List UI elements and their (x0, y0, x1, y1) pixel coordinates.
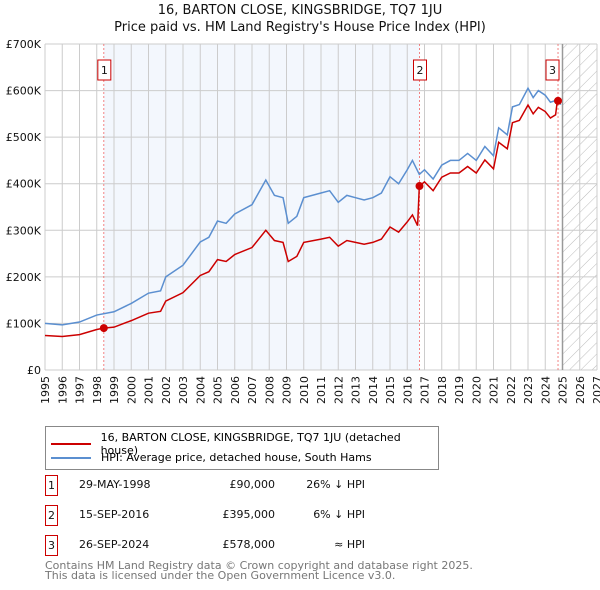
x-tick-label: 2001 (143, 376, 156, 404)
sale-date: 15-SEP-2016 (79, 508, 150, 521)
sale-marker-box (412, 59, 427, 81)
chart-subtitle: Price paid vs. HM Land Registry's House … (114, 20, 486, 35)
x-tick-label: 2024 (539, 376, 552, 404)
sale-row-3: 3 26-SEP-2024 £578,000 ≈ HPI (45, 535, 405, 556)
sale-price: £578,000 (222, 538, 276, 551)
x-tick-label: 2000 (125, 376, 138, 404)
sale-vs-hpi: 26% ↓ HPI (306, 478, 365, 491)
hpi-line (44, 86, 562, 326)
legend-label-hpi: HPI: Average price, detached house, Sout… (101, 451, 372, 464)
footer-licence: This data is licensed under the Open Gov… (45, 569, 396, 582)
y-tick-label: £100K (6, 317, 42, 330)
sale-point (415, 182, 424, 191)
x-tick-label: 2005 (212, 376, 225, 404)
x-tick-label: 2026 (574, 376, 587, 404)
sale-row-1: 1 29-MAY-1998 £90,000 26% ↓ HPI (45, 475, 405, 496)
sale-date: 29-MAY-1998 (79, 478, 151, 491)
ownership-shading (103, 44, 420, 370)
plot-area: 1995 1996 1997 1998 1999 2000 2001 2002 2003 2004… (6, 38, 600, 404)
sale-row-2: 2 15-SEP-2016 £395,000 6% ↓ HPI (45, 505, 405, 526)
sale-price: £90,000 (229, 478, 276, 491)
x-tick-label: 2021 (488, 376, 501, 404)
x-tick-label: 2009 (281, 376, 294, 404)
x-tick-label: 2012 (332, 376, 345, 404)
sale-price: £395,000 (222, 508, 276, 521)
legend-swatch-hpi (51, 456, 91, 459)
x-tick-label: 2015 (384, 376, 397, 404)
y-tick-label: £500K (6, 131, 42, 144)
legend: 16, BARTON CLOSE, KINGSBRIDGE, TQ7 1JU (… (45, 426, 439, 470)
x-tick-label: 1997 (74, 376, 87, 404)
sale-marker-label: 3 (549, 64, 556, 77)
x-tick-label: 2022 (505, 376, 518, 404)
footer: Contains HM Land Registry data © Crown c… (45, 559, 473, 582)
x-tick-label: 2018 (436, 376, 449, 404)
x-tick-label: 2010 (298, 376, 311, 404)
x-tick-label: 2003 (177, 376, 190, 404)
legend-swatch-property (51, 443, 91, 445)
y-tick-label: £300K (6, 224, 42, 237)
x-tick-label: 2019 (453, 376, 466, 404)
x-tick-label: 2006 (229, 376, 242, 404)
x-tick-label: 1999 (108, 376, 121, 404)
x-tick-label: 2014 (367, 376, 380, 404)
sale-badge: 3 (45, 535, 58, 556)
x-tick-label: 2020 (470, 376, 483, 404)
sale-badge: 2 (45, 505, 58, 526)
chart-title: 16, BARTON CLOSE, KINGSBRIDGE, TQ7 1JU (157, 3, 443, 18)
x-tick-label: 2027 (591, 376, 600, 404)
x-tick-label: 1998 (91, 376, 104, 404)
sale-badge: 1 (45, 475, 58, 496)
sale-marker-box (545, 59, 560, 81)
y-tick-label: £200K (6, 271, 42, 284)
x-tick-label: 2013 (350, 376, 363, 404)
footer-copyright: Contains HM Land Registry data © Crown c… (45, 559, 473, 572)
legend-label-property: 16, BARTON CLOSE, KINGSBRIDGE, TQ7 1JU (… (100, 431, 401, 457)
x-tick-label: 2011 (315, 376, 328, 404)
x-tick-label: 2004 (194, 376, 207, 404)
y-tick-label: £400K (6, 178, 42, 191)
sale-point (99, 324, 108, 333)
x-tick-label: 2008 (263, 376, 276, 404)
y-tick-label: £700K (6, 38, 42, 51)
sale-vs-hpi: 6% ↓ HPI (313, 508, 365, 521)
sale-point (554, 96, 563, 105)
y-tick-label: £0 (27, 364, 41, 377)
x-tick-label: 2007 (246, 376, 259, 404)
x-tick-label: 1995 (39, 376, 52, 404)
sale-vs-hpi: ≈ HPI (334, 538, 365, 551)
sale-date: 26-SEP-2024 (79, 538, 150, 551)
x-tick-label: 1996 (56, 376, 69, 404)
x-tick-label: 2017 (419, 376, 432, 404)
x-tick-label: 2002 (160, 376, 173, 404)
x-tick-label: 2023 (522, 376, 535, 404)
property-price-line (44, 100, 559, 338)
y-tick-label: £600K (6, 85, 42, 98)
x-tick-label: 2016 (401, 376, 414, 404)
sale-marker-box (97, 59, 112, 81)
x-tick-label: 2025 (557, 376, 570, 404)
sale-marker-label: 2 (416, 64, 423, 77)
sale-marker-label: 1 (101, 64, 108, 77)
